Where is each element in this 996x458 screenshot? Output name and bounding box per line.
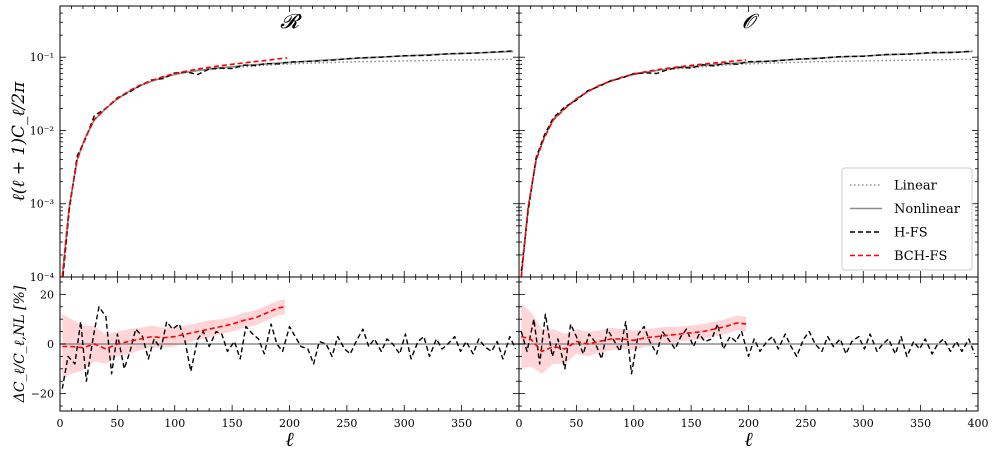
x-tick-label: 400	[968, 417, 989, 430]
panel-0-top-frame	[59, 5, 520, 278]
x-tick-label: 300	[394, 417, 415, 430]
panel-0-residuals	[60, 306, 519, 389]
x-tick-label: 150	[222, 417, 243, 430]
x-tick-label: 350	[910, 417, 931, 430]
x-tick-label: 300	[853, 417, 874, 430]
x-axis-label: ℓ	[285, 427, 294, 451]
panel-0-nonlinear-line	[61, 50, 514, 277]
x-tick-label: 0	[57, 417, 64, 430]
x-tick-label: 350	[451, 417, 472, 430]
x-tick-label: 200	[738, 417, 759, 430]
x-axis-label: ℓ	[744, 427, 753, 451]
top-y-axis-label: ℓ(ℓ + 1)C_ℓ/2π	[9, 81, 29, 201]
y-tick-label: 10⁻²	[30, 124, 54, 137]
panel-0-hfs-line	[62, 50, 514, 277]
x-tick-label: 250	[336, 417, 357, 430]
x-tick-label: 100	[164, 417, 185, 430]
axes-layer	[59, 5, 979, 412]
bottom-y-axis-label: ΔC_ℓ/C_ℓ,NL [%]	[12, 285, 28, 403]
panel-1-hfs-residual-line	[520, 313, 976, 375]
residual-y-tick-label: 20	[40, 288, 54, 301]
x-tick-label: 200	[279, 417, 300, 430]
legend-label: H-FS	[894, 226, 928, 241]
legend-label: Nonlinear	[894, 202, 961, 217]
panel-1-hfs-line	[520, 50, 973, 272]
y-tick-label: 10⁻³	[30, 198, 54, 211]
panel-1-bchfs-residual-line	[521, 322, 747, 353]
legend: Linear Nonlinear H-FS BCH-FS	[841, 167, 973, 271]
x-tick-label: 250	[795, 417, 816, 430]
panel-1-spectra	[520, 50, 973, 277]
residual-y-tick-label: −20	[31, 388, 54, 401]
panel-1-title: 𝓞	[742, 9, 759, 33]
panel-1-band-group	[521, 304, 747, 374]
residual-y-tick-label: 0	[47, 338, 54, 351]
x-tick-label: 50	[569, 417, 583, 430]
y-tick-label: 10⁻⁴	[30, 271, 55, 284]
panel-0-spectra	[61, 50, 514, 277]
panel-0-bchfs-residual-line	[62, 306, 286, 350]
residual-bands-layer	[62, 299, 747, 379]
labels-layer: 0 50 100 150 200 250 300 35010⁻⁴10⁻³10⁻²10⁻¹−20…	[9, 9, 989, 451]
x-tick-label: 50	[110, 417, 124, 430]
panel-0-bchfs-band	[62, 299, 285, 379]
panel-1-residuals	[519, 313, 978, 375]
panel-0-title: 𝓡	[280, 9, 302, 33]
x-tick-label: 150	[681, 417, 702, 430]
legend-label: BCH-FS	[894, 249, 947, 264]
panel-0-hfs-residual-line	[61, 306, 517, 389]
x-tick-label: 0	[516, 417, 523, 430]
panel-1-bchfs-line	[520, 59, 747, 277]
panel-0-bchfs-line	[61, 57, 288, 277]
series-lines-layer	[60, 50, 978, 389]
x-tick-label: 100	[623, 417, 644, 430]
legend-box	[841, 167, 973, 271]
panel-1-bchfs-band	[521, 304, 747, 374]
y-tick-label: 10⁻¹	[30, 51, 54, 64]
legend-label: Linear	[894, 179, 938, 194]
panel-0-band-group	[62, 299, 285, 379]
